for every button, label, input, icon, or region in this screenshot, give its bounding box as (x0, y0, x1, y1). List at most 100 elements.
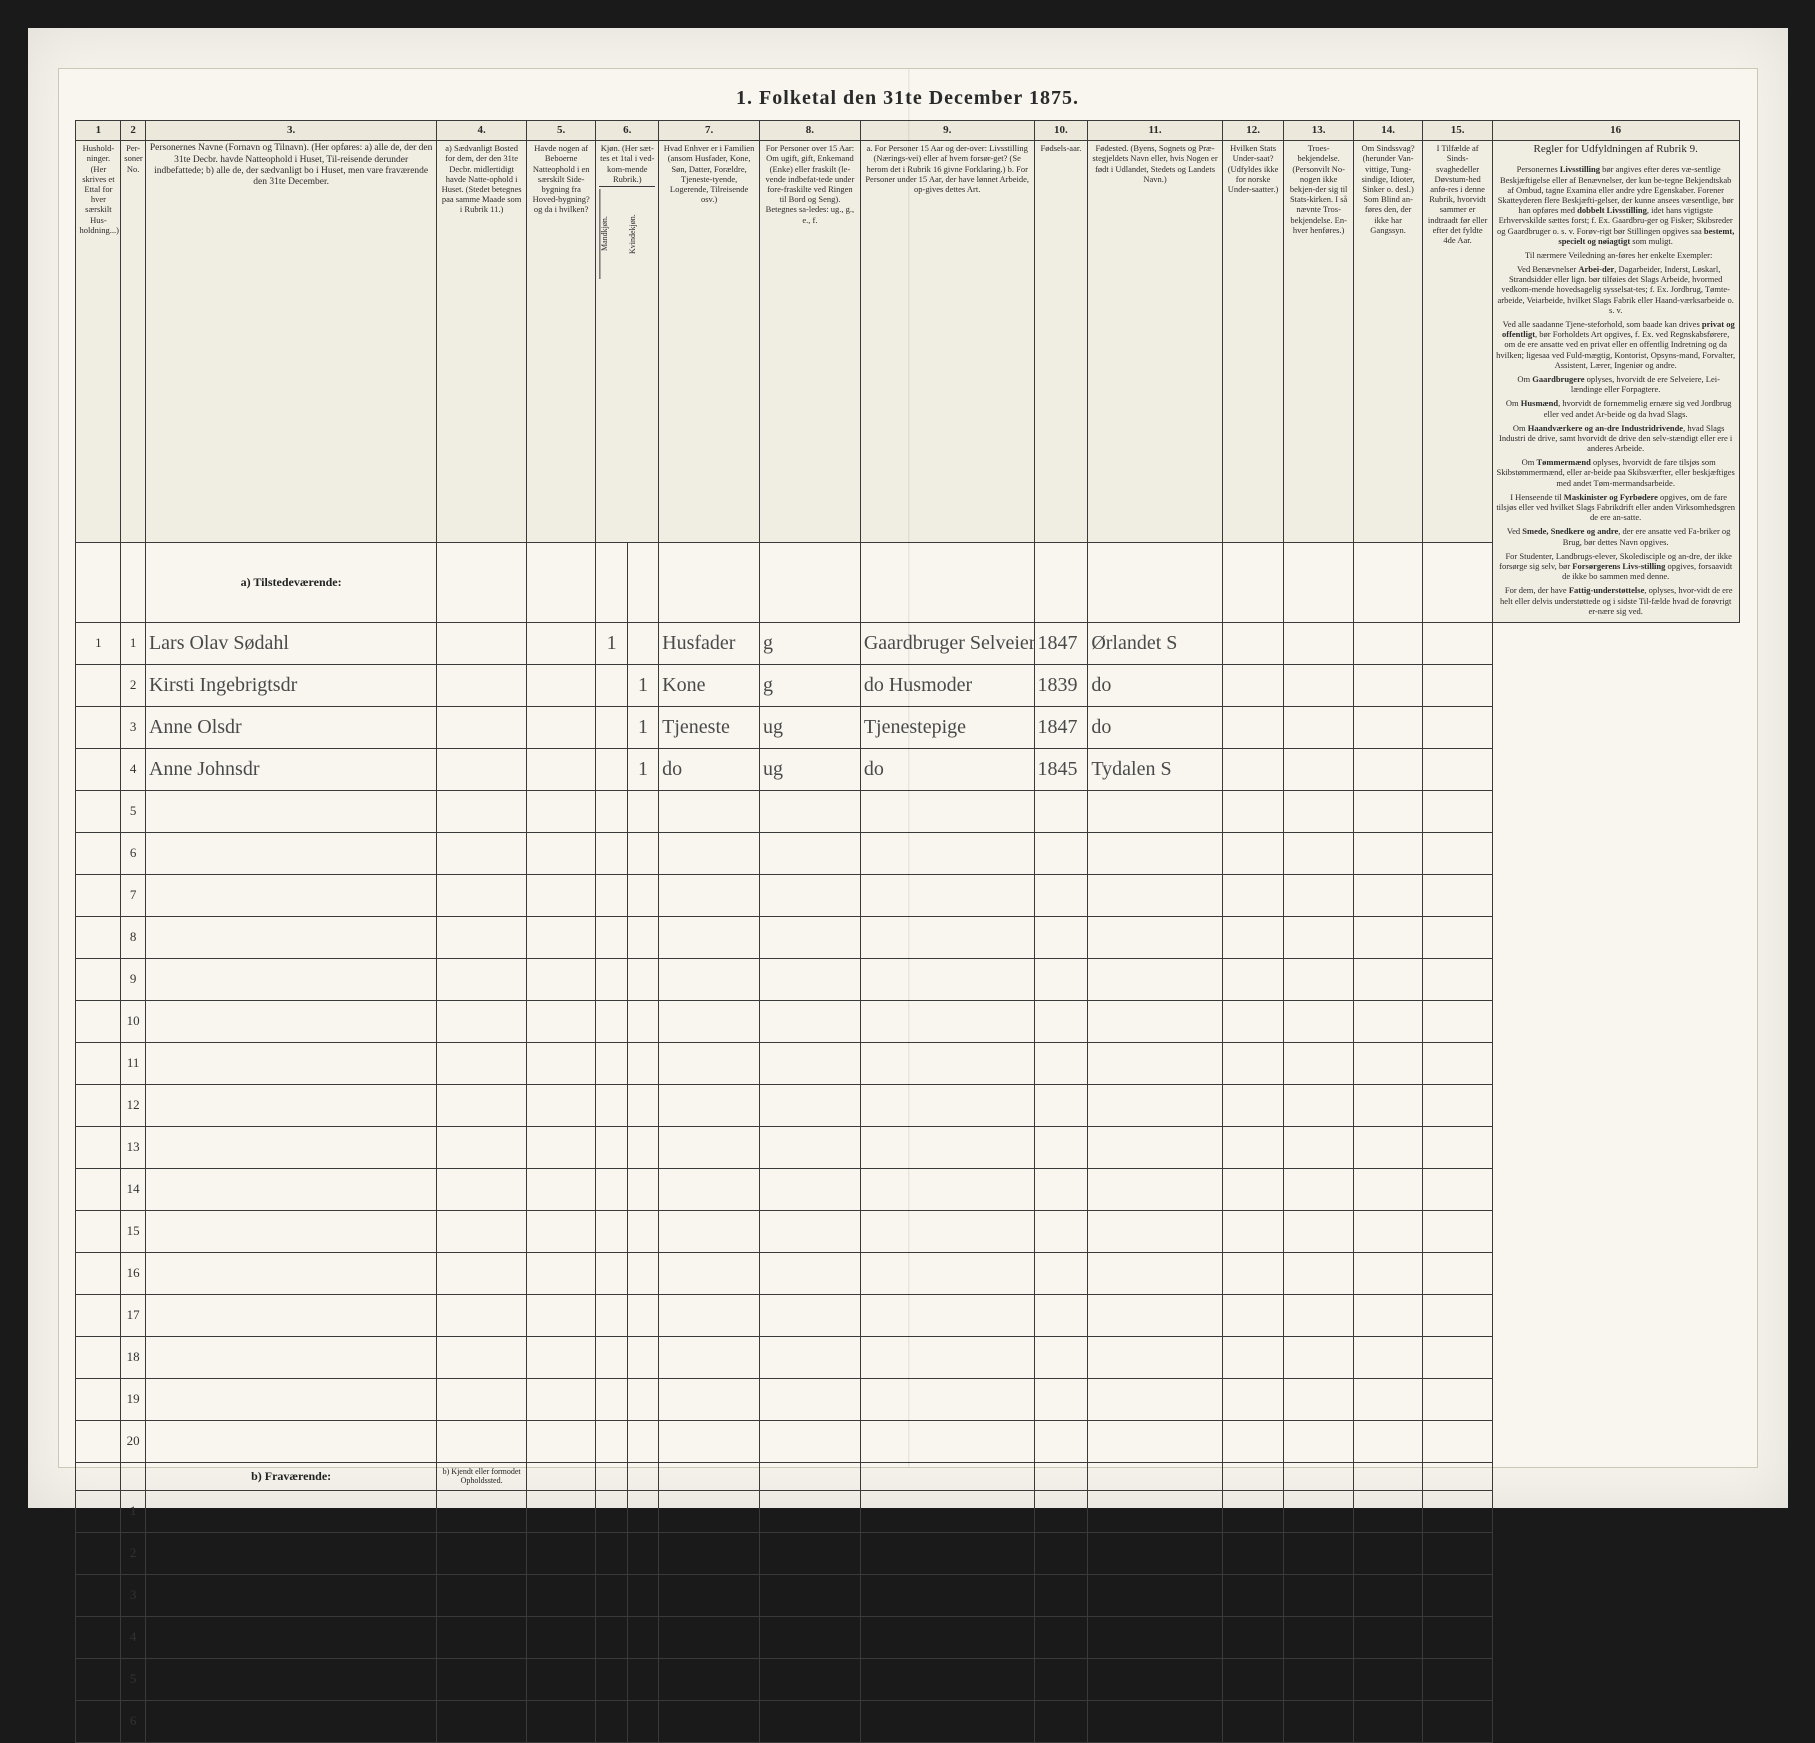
empty-cell (526, 958, 595, 1000)
empty-cell (1284, 1000, 1353, 1042)
person-no: 14 (121, 1168, 146, 1210)
empty-cell (860, 1420, 1034, 1462)
scan-frame: 1. Folketal den 31te December 1875. 1 2 … (28, 28, 1788, 1508)
empty-cell (1088, 1616, 1222, 1658)
empty-cell (659, 958, 760, 1000)
cell-sidebldg (526, 664, 595, 706)
empty-cell (1088, 832, 1222, 874)
cell-religion (1284, 622, 1353, 664)
empty-cell (659, 1658, 760, 1700)
empty-cell (437, 1574, 527, 1616)
empty-cell (659, 1084, 760, 1126)
household-no (76, 1000, 121, 1042)
empty-cell (1353, 1000, 1422, 1042)
empty-cell (1088, 1532, 1222, 1574)
cell-male (596, 706, 627, 748)
empty-cell (1222, 874, 1284, 916)
empty-cell (627, 874, 658, 916)
cell-residence (437, 748, 527, 790)
empty-cell (596, 1378, 627, 1420)
empty-cell (1034, 1616, 1088, 1658)
empty-cell (145, 790, 436, 832)
empty-cell (1034, 832, 1088, 874)
empty-cell (1353, 1042, 1422, 1084)
empty-cell (1088, 790, 1222, 832)
empty-cell (437, 1084, 527, 1126)
empty-cell (1034, 1574, 1088, 1616)
empty-cell (437, 1336, 527, 1378)
empty-cell (1088, 1126, 1222, 1168)
empty-cell (1088, 1574, 1222, 1616)
empty-cell (145, 874, 436, 916)
empty-cell (1034, 1420, 1088, 1462)
empty-cell (1284, 1700, 1353, 1742)
empty-cell (627, 832, 658, 874)
person-no: 12 (121, 1084, 146, 1126)
empty-cell (1088, 1210, 1222, 1252)
cell-citizen (1222, 748, 1284, 790)
cell-citizen (1222, 622, 1284, 664)
empty-cell (1423, 1532, 1492, 1574)
empty-cell (596, 1336, 627, 1378)
household-no (76, 1658, 121, 1700)
person-no: 4 (121, 748, 146, 790)
empty-cell (760, 1042, 861, 1084)
empty-cell (1353, 1420, 1422, 1462)
empty-cell (526, 1168, 595, 1210)
empty-cell (1284, 1294, 1353, 1336)
empty-cell (1423, 1210, 1492, 1252)
cell-male (596, 748, 627, 790)
empty-cell (526, 1084, 595, 1126)
hdr-religion: Troes-bekjendelse. (Personvilt No-nogen … (1284, 141, 1353, 543)
rules-title: Regler for Udfyldningen af Rubrik 9. (1496, 143, 1736, 156)
colnum: 10. (1034, 121, 1088, 141)
empty-cell (1034, 874, 1088, 916)
empty-cell (760, 1574, 861, 1616)
empty-cell (1423, 916, 1492, 958)
household-no (76, 916, 121, 958)
household-no (76, 1252, 121, 1294)
rules-paragraph: Ved Smede, Snedkere og andre, der ere an… (1496, 526, 1736, 546)
rules-paragraph: For dem, der have Fattig-understøttelse,… (1496, 585, 1736, 616)
cell-disab (1353, 706, 1422, 748)
empty-cell (526, 1336, 595, 1378)
colnum: 5. (526, 121, 595, 141)
empty-cell (1034, 1378, 1088, 1420)
empty-cell (437, 1532, 527, 1574)
household-no (76, 1420, 121, 1462)
empty-cell (860, 874, 1034, 916)
empty-cell (760, 1210, 861, 1252)
empty-cell (659, 1420, 760, 1462)
empty-cell (1423, 1616, 1492, 1658)
empty-cell (1222, 1532, 1284, 1574)
empty-cell (1088, 1042, 1222, 1084)
empty-cell (1284, 790, 1353, 832)
cell-disab (1353, 748, 1422, 790)
cell-year: 1847 (1034, 622, 1088, 664)
empty-cell (1034, 1700, 1088, 1742)
empty-cell (596, 1168, 627, 1210)
empty-cell (526, 1616, 595, 1658)
empty-cell (627, 1336, 658, 1378)
empty-cell (627, 1000, 658, 1042)
empty-cell (145, 958, 436, 1000)
cell-name: Anne Johnsdr (145, 748, 436, 790)
empty-cell (659, 1532, 760, 1574)
empty-cell (760, 1420, 861, 1462)
empty-cell (760, 874, 861, 916)
empty-cell (1222, 916, 1284, 958)
empty-cell (627, 1420, 658, 1462)
table-row: 4 (76, 1616, 1739, 1658)
empty-cell (1284, 1574, 1353, 1616)
household-no (76, 790, 121, 832)
empty-cell (1222, 832, 1284, 874)
empty-cell (1088, 874, 1222, 916)
empty-cell (1088, 1252, 1222, 1294)
empty-cell (760, 1532, 861, 1574)
cell-sidebldg (526, 706, 595, 748)
empty-cell (1088, 1378, 1222, 1420)
empty-cell (1222, 1658, 1284, 1700)
empty-cell (760, 1000, 861, 1042)
empty-cell (1353, 832, 1422, 874)
household-no (76, 1210, 121, 1252)
